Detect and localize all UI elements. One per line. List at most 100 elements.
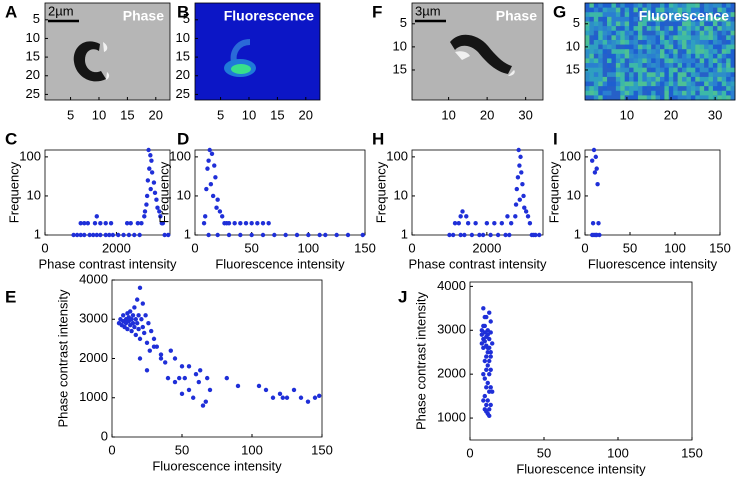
panel-letter: J [398, 287, 407, 306]
point [206, 158, 211, 163]
y-tick-label: 10 [566, 38, 580, 53]
point [139, 317, 144, 322]
point [140, 301, 145, 306]
point [132, 232, 137, 238]
point [334, 232, 339, 238]
y-tick-label: 20 [26, 67, 40, 82]
y-tick-label: 100 [169, 148, 191, 163]
point [220, 214, 225, 219]
point [482, 314, 487, 320]
point [168, 348, 173, 353]
y-tick-label: 3000 [437, 322, 466, 337]
point [594, 166, 599, 171]
y-tick-label: 25 [176, 86, 190, 101]
point [473, 221, 478, 226]
plot-frame [194, 149, 366, 236]
point [490, 389, 495, 394]
point [137, 356, 143, 361]
point [158, 352, 164, 357]
y-tick-label: 1000 [437, 409, 466, 424]
point [179, 391, 185, 397]
point [126, 232, 132, 238]
point [137, 232, 142, 238]
y-tick-label: 10 [176, 30, 190, 45]
scale-bar-label: 3µm [415, 3, 441, 18]
x-tick-label: 20 [664, 107, 678, 122]
point [226, 221, 232, 226]
plot-frame [111, 279, 323, 438]
point [317, 393, 322, 398]
x-tick-label: 150 [354, 240, 376, 255]
y-axis-label: Phase contrast intensity [413, 291, 428, 430]
y-tick-label: 15 [566, 61, 580, 76]
point [484, 367, 489, 372]
point [485, 380, 490, 386]
point [198, 368, 203, 373]
point [144, 368, 150, 373]
point [217, 209, 223, 214]
point [157, 209, 162, 214]
point [477, 232, 482, 238]
point [263, 387, 269, 393]
point [224, 375, 229, 381]
y-tick-label: 100 [559, 148, 581, 163]
y-tick-label: 5 [33, 11, 40, 26]
point [94, 214, 99, 219]
point [256, 383, 262, 389]
point [458, 214, 463, 219]
point [464, 214, 469, 219]
point [125, 326, 130, 332]
point [488, 232, 493, 238]
y-tick-label: 10 [393, 38, 407, 53]
point [469, 232, 475, 238]
point [492, 221, 497, 226]
point [137, 285, 143, 291]
plot-frame [584, 149, 721, 236]
point [78, 232, 83, 238]
point [196, 379, 201, 385]
image-label: Fluorescence [224, 8, 314, 24]
y-tick-label: 4000 [437, 278, 466, 293]
x-tick-label: 50 [244, 240, 258, 255]
point [596, 221, 601, 226]
point [317, 232, 322, 238]
point [465, 221, 471, 226]
x-tick-label: 5 [217, 107, 224, 122]
point [488, 354, 493, 359]
scale-bar-label: 2µm [48, 3, 74, 18]
y-tick-label: 20 [176, 67, 190, 82]
point [238, 232, 243, 238]
point [142, 209, 148, 214]
point [193, 372, 199, 377]
point [260, 221, 266, 226]
x-tick-label: 50 [623, 240, 637, 255]
image-frame [194, 2, 321, 101]
point [144, 340, 150, 345]
point [94, 232, 99, 238]
point [213, 175, 218, 180]
point [305, 399, 311, 404]
point [143, 313, 148, 318]
micrograph-f [412, 3, 543, 100]
x-axis-label: Fluorescence intensity [215, 256, 345, 271]
point [505, 214, 510, 219]
y-axis-label: Frequency [546, 161, 561, 223]
point [592, 170, 598, 175]
panel-letter: C [5, 129, 17, 148]
y-tick-label: 10 [177, 187, 191, 202]
panel-letter: B [177, 2, 189, 21]
point [488, 330, 493, 335]
point [480, 232, 486, 238]
point [135, 221, 141, 226]
point [283, 232, 288, 238]
y-axis-label: Frequency [6, 161, 21, 223]
x-tick-label: 30 [518, 107, 532, 122]
point [151, 180, 157, 185]
point [149, 170, 155, 175]
x-tick-label: 100 [607, 445, 629, 460]
point [595, 181, 600, 187]
x-axis-label: Fluorescence intensity [588, 256, 718, 271]
plot-frame [44, 149, 171, 236]
micrograph-b [195, 3, 320, 100]
point [166, 232, 171, 238]
